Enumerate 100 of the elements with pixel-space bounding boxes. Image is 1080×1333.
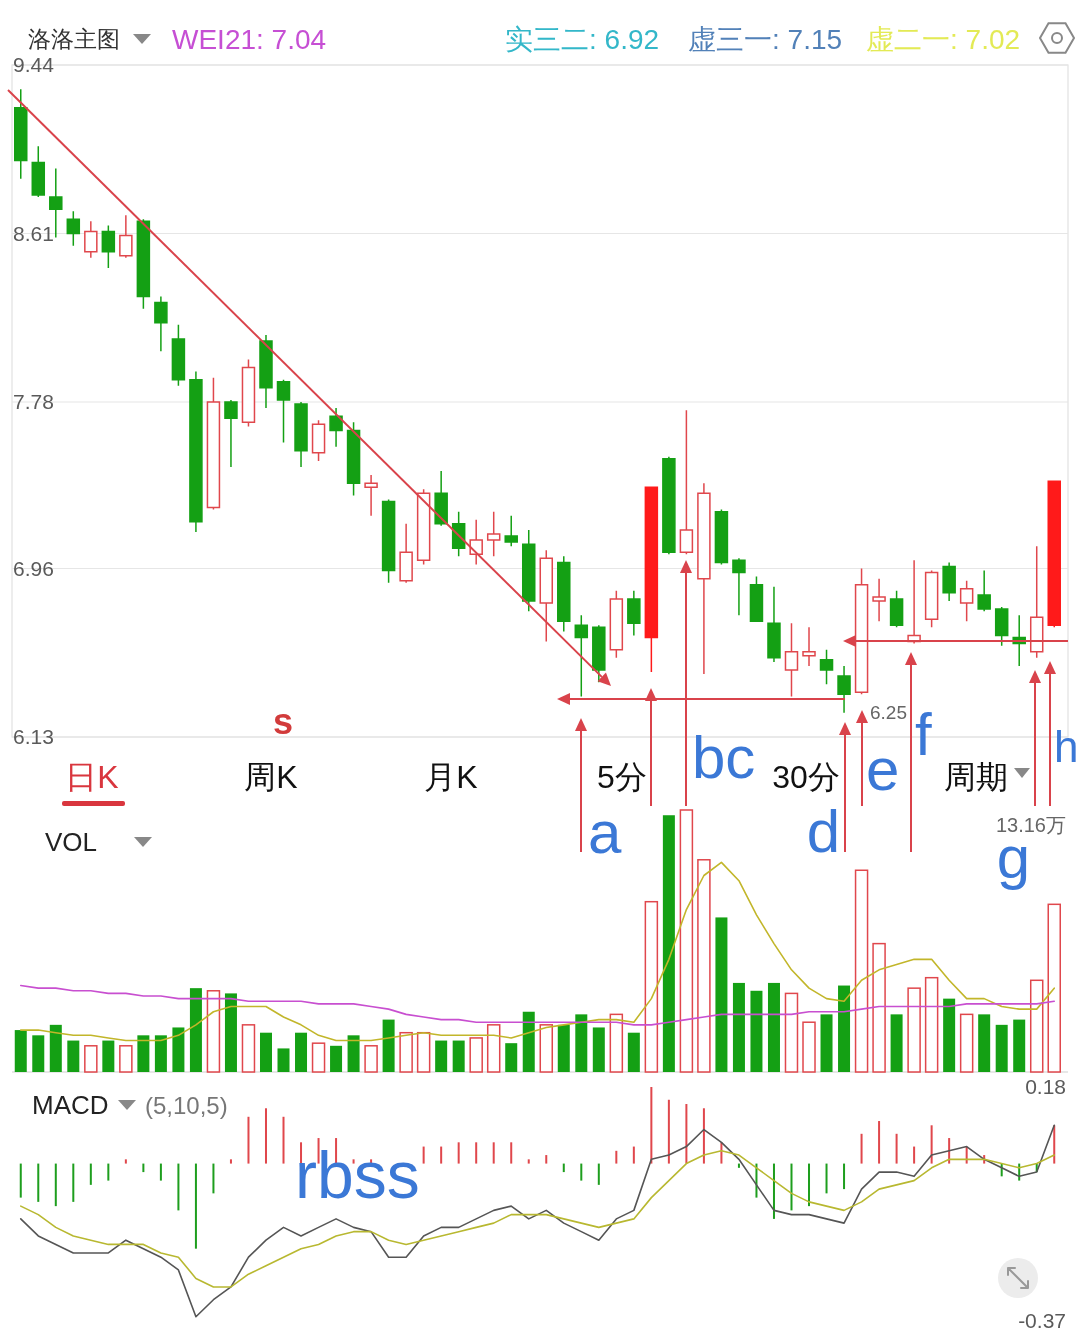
bar bbox=[872, 942, 886, 1073]
candlestick bbox=[784, 622, 799, 698]
annotation: rbss bbox=[295, 1138, 420, 1212]
bar bbox=[330, 1045, 343, 1072]
bar bbox=[206, 990, 221, 1073]
chart-title: 洛洛主图 bbox=[28, 26, 120, 52]
annotation: bc bbox=[692, 724, 756, 791]
bar bbox=[422, 1146, 425, 1164]
bar bbox=[229, 1159, 232, 1164]
bar bbox=[580, 1163, 583, 1181]
bar bbox=[107, 1163, 110, 1181]
bar bbox=[212, 1163, 215, 1194]
bar bbox=[241, 1024, 256, 1073]
bar bbox=[522, 1011, 535, 1072]
bar bbox=[808, 1163, 811, 1207]
candlestick bbox=[259, 334, 273, 409]
bar bbox=[825, 1163, 828, 1194]
candlestick bbox=[749, 575, 764, 623]
candlestick bbox=[119, 214, 133, 259]
candlestick bbox=[136, 218, 151, 310]
bar bbox=[32, 1035, 45, 1072]
bar bbox=[557, 1024, 570, 1072]
bar bbox=[137, 1035, 150, 1072]
bar bbox=[435, 1040, 448, 1072]
bar bbox=[119, 1045, 133, 1073]
bar bbox=[978, 1014, 991, 1072]
candlestick bbox=[977, 569, 991, 612]
candlestick bbox=[206, 376, 221, 511]
bar bbox=[854, 869, 869, 1073]
bar bbox=[562, 1163, 565, 1173]
candlestick bbox=[101, 224, 116, 269]
bar bbox=[264, 1108, 267, 1164]
candlestick bbox=[66, 210, 81, 247]
candlestick bbox=[399, 523, 413, 584]
bar bbox=[89, 1163, 92, 1185]
bar bbox=[124, 1159, 127, 1164]
bar bbox=[510, 1142, 513, 1164]
candlestick bbox=[521, 529, 536, 612]
text: 实三二: 6.92 bbox=[505, 24, 660, 55]
bar bbox=[277, 1048, 290, 1072]
candlestick bbox=[557, 555, 571, 633]
bar bbox=[37, 1163, 40, 1202]
bar bbox=[457, 1142, 460, 1164]
bar bbox=[364, 1045, 378, 1073]
bar bbox=[597, 1163, 600, 1185]
text: 虚二一: 7.02 bbox=[866, 24, 1021, 55]
bar bbox=[644, 900, 659, 1073]
line-series bbox=[19, 1150, 1056, 1288]
bar bbox=[172, 1027, 185, 1072]
bar bbox=[382, 1019, 395, 1072]
bar bbox=[1013, 1019, 1026, 1072]
annotation: a bbox=[588, 799, 622, 866]
candlestick bbox=[872, 577, 886, 623]
bar bbox=[750, 990, 763, 1072]
annotation: e bbox=[866, 736, 900, 803]
y-tick-label: -0.37 bbox=[1018, 1309, 1066, 1333]
bar bbox=[895, 1133, 898, 1164]
bar bbox=[311, 1042, 326, 1073]
candlestick bbox=[574, 614, 589, 698]
bar bbox=[177, 1163, 180, 1211]
bar bbox=[399, 1031, 413, 1073]
bar bbox=[959, 1013, 974, 1073]
text: 30分 bbox=[772, 759, 840, 795]
candlestick bbox=[329, 407, 343, 448]
bar bbox=[609, 1013, 624, 1073]
y-tick-label: 9.44 bbox=[13, 53, 55, 77]
candlestick bbox=[609, 590, 624, 659]
candlestick bbox=[767, 586, 781, 663]
candlestick bbox=[679, 409, 694, 556]
candlestick bbox=[31, 145, 46, 198]
text: 周K bbox=[244, 759, 298, 795]
bar bbox=[352, 1159, 355, 1164]
candlestick bbox=[539, 549, 554, 643]
bar bbox=[1047, 903, 1061, 1073]
bar bbox=[702, 1108, 705, 1164]
bar bbox=[19, 1163, 22, 1198]
annotation: d bbox=[806, 798, 840, 865]
candlestick bbox=[994, 606, 1009, 647]
annotation: f bbox=[915, 701, 932, 768]
bar bbox=[662, 815, 675, 1072]
bar bbox=[194, 1163, 197, 1249]
candlestick bbox=[311, 419, 326, 462]
bar bbox=[820, 1014, 833, 1072]
bar bbox=[843, 1163, 846, 1190]
candlestick bbox=[662, 456, 676, 556]
y-tick-label: 6.13 bbox=[13, 725, 54, 749]
bar bbox=[615, 1150, 618, 1164]
candlestick bbox=[84, 220, 98, 259]
bar bbox=[84, 1045, 98, 1073]
bar bbox=[575, 1014, 588, 1072]
candlestick bbox=[434, 470, 448, 527]
bar bbox=[878, 1121, 881, 1164]
bar bbox=[247, 1116, 250, 1164]
candlestick bbox=[364, 474, 378, 517]
candlestick bbox=[714, 508, 729, 566]
bar bbox=[452, 1040, 465, 1072]
bar bbox=[475, 1142, 478, 1164]
candlestick bbox=[924, 569, 939, 629]
bar bbox=[347, 1035, 360, 1072]
candlestick bbox=[224, 399, 238, 468]
